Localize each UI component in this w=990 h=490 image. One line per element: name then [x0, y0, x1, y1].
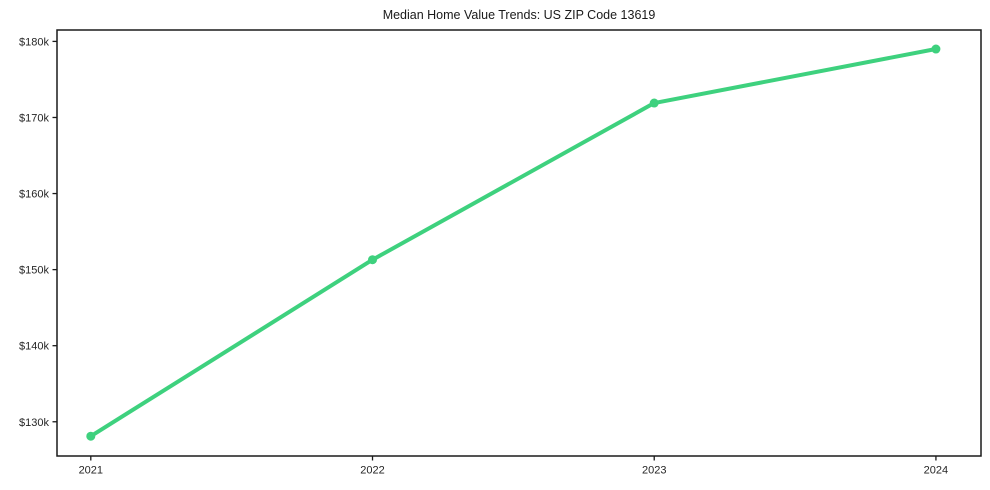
x-axis-tick-label: 2021 [79, 465, 103, 477]
y-axis-tick-label: $140k [19, 341, 49, 353]
chart-title: Median Home Value Trends: US ZIP Code 13… [382, 8, 656, 22]
y-axis-tick-label: $150k [19, 265, 49, 277]
data-line [88, 47, 938, 439]
y-axis-tick-label: $130k [19, 417, 49, 429]
data-point-2022 [368, 255, 378, 265]
x-axis-tick-label: 2023 [642, 465, 666, 477]
y-axis-tick-label: $170k [19, 112, 49, 124]
y-axis-tick-label: $160k [19, 189, 49, 201]
data-point-2023 [649, 98, 659, 108]
x-axis-tick-label: 2024 [924, 465, 948, 477]
data-point-2021 [86, 431, 96, 441]
x-axis-tick-label: 2022 [360, 465, 384, 477]
y-axis-tick-label: $180k [19, 36, 49, 48]
data-point-2024 [931, 44, 941, 54]
plot-frame [56, 29, 982, 457]
